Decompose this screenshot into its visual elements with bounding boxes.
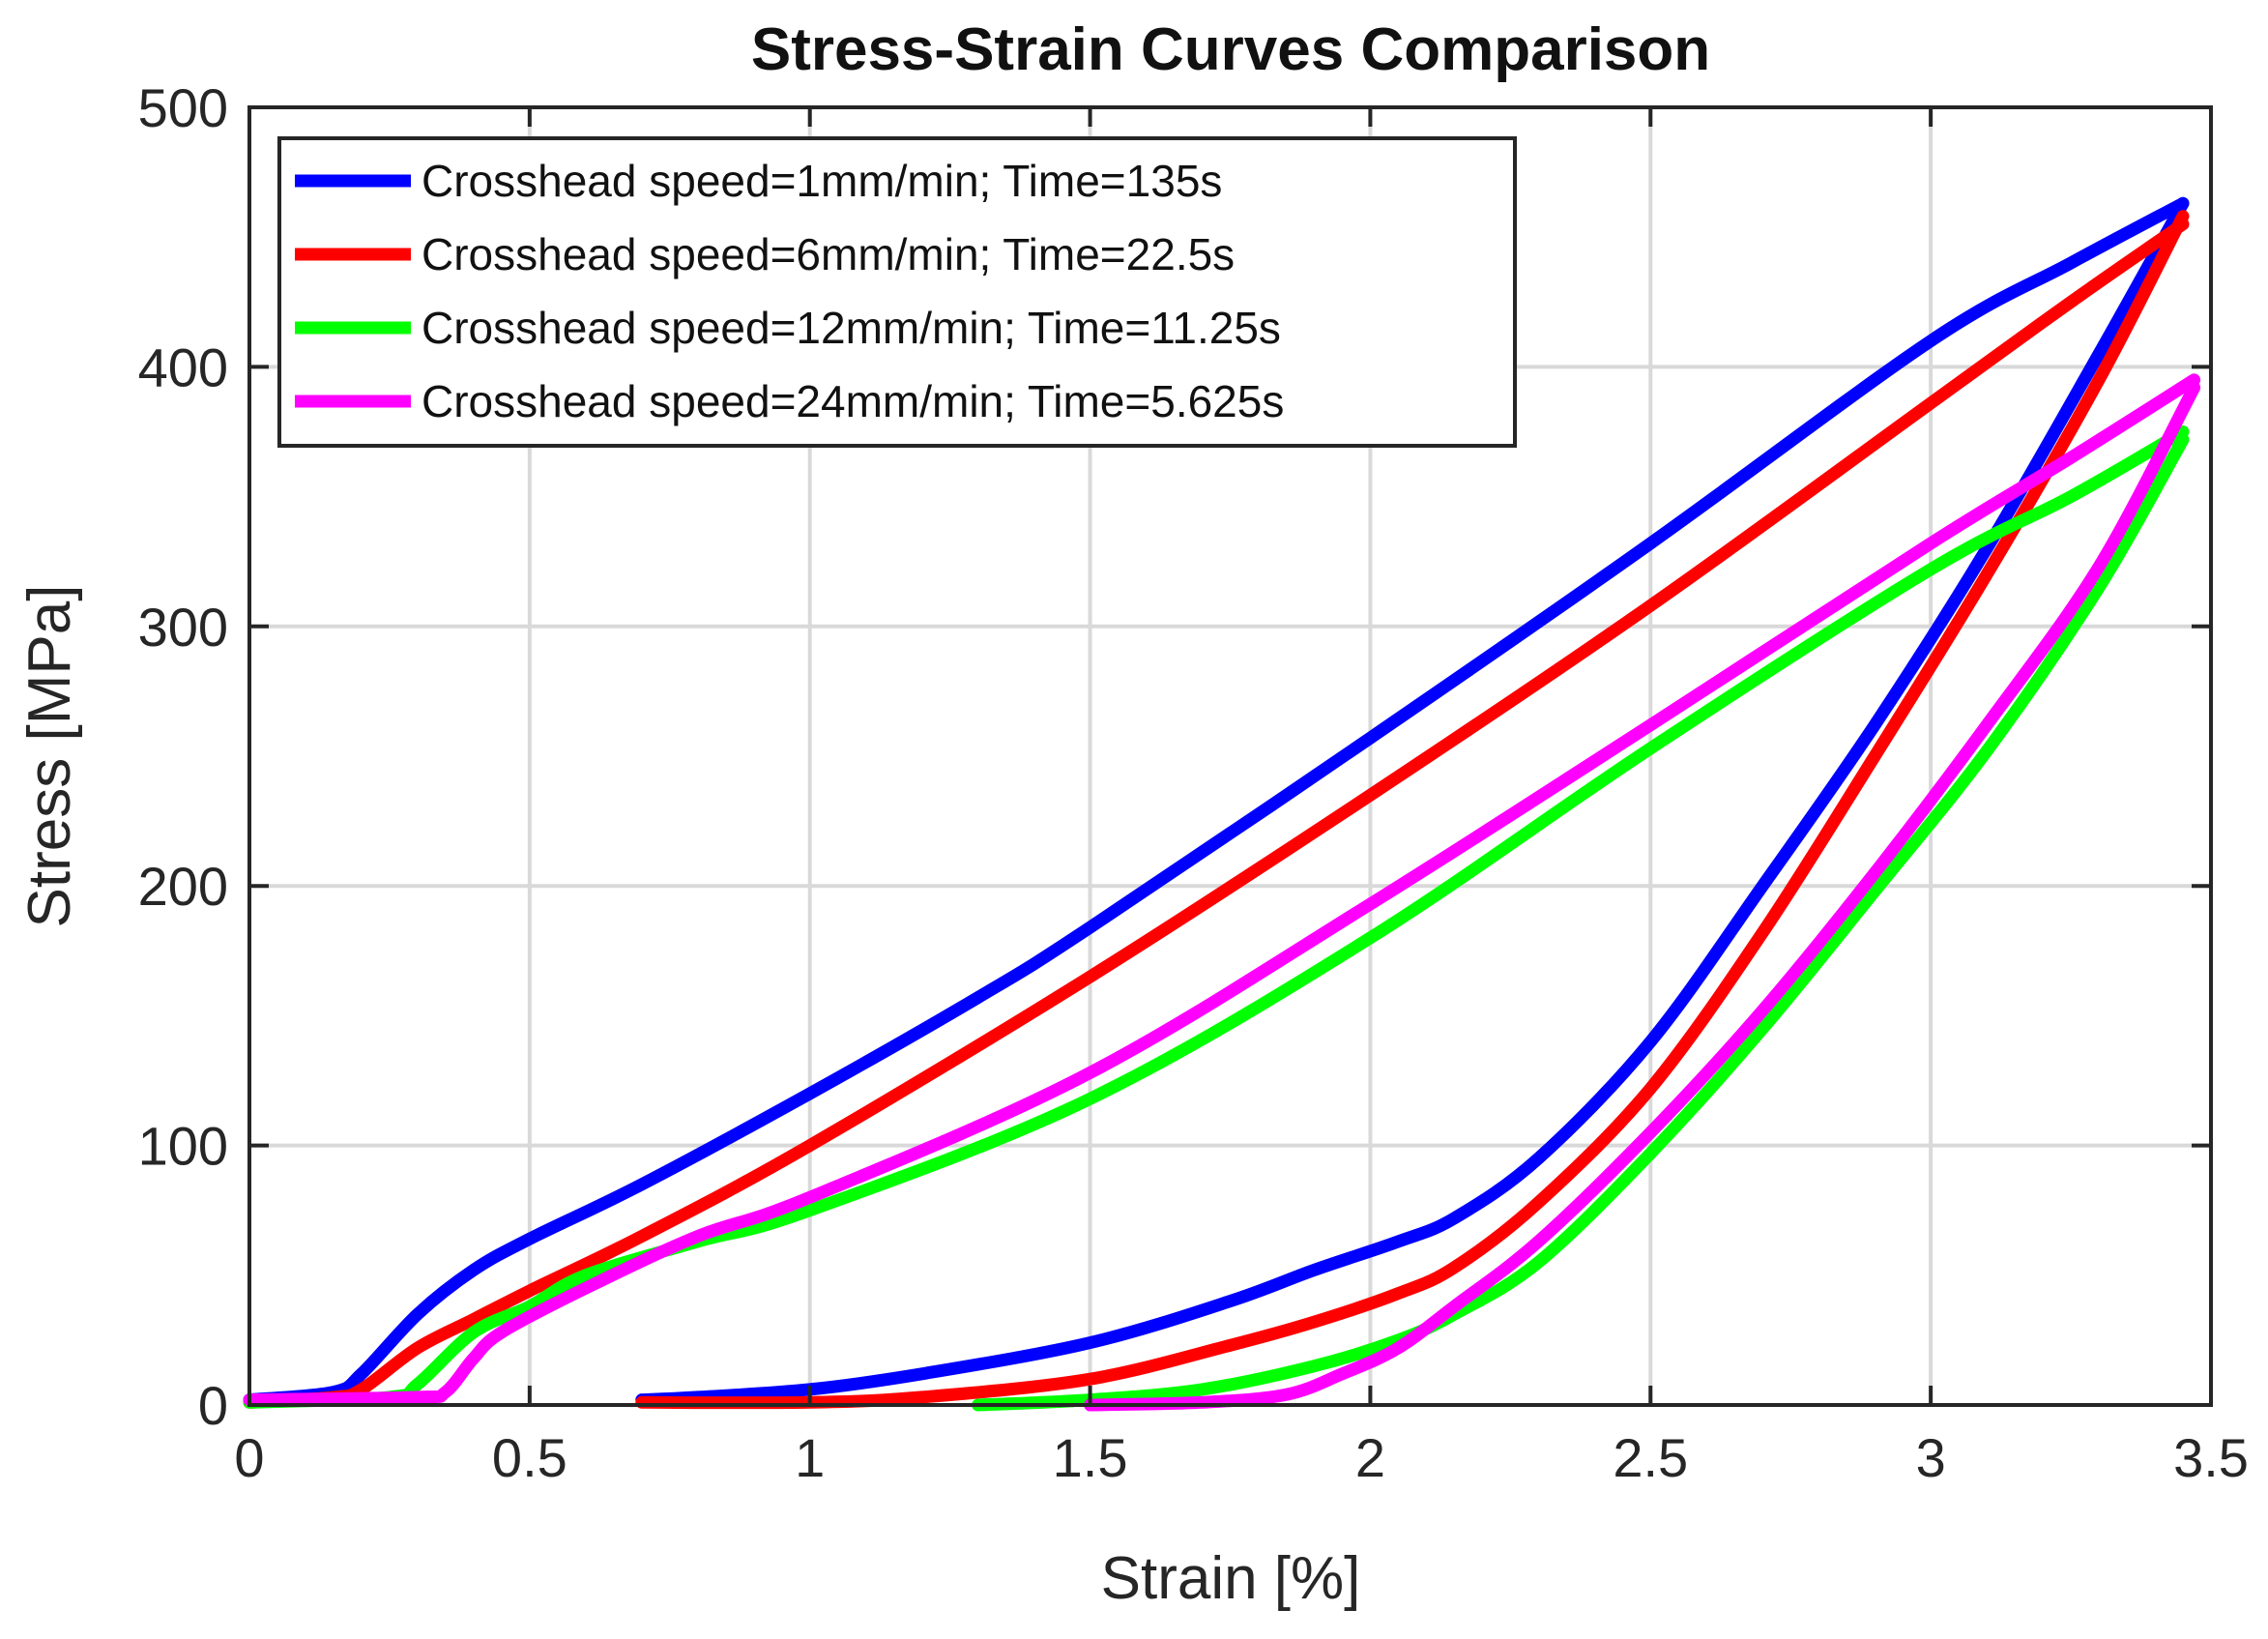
x-tick-label: 2.5 <box>1613 1427 1688 1488</box>
series-3 <box>243 425 2190 1412</box>
legend-label-4: Crosshead speed=24mm/min; Time=5.625s <box>422 376 1284 426</box>
y-axis-label: Stress [MPa] <box>16 585 83 928</box>
series-4 <box>243 373 2201 1412</box>
series-2 <box>243 210 2190 1410</box>
legend-label-3: Crosshead speed=12mm/min; Time=11.25s <box>422 303 1281 353</box>
series-1-unloading-curve <box>635 196 2190 1407</box>
x-tick-label: 2 <box>1355 1427 1385 1488</box>
series-1 <box>243 196 2190 1407</box>
y-tick-label: 200 <box>138 856 228 917</box>
y-tick-label: 100 <box>138 1116 228 1177</box>
series-4-loading-curve <box>243 373 2201 1407</box>
series-4-unloading-curve <box>1084 381 2201 1412</box>
series-3-unloading-curve <box>972 433 2190 1412</box>
x-tick-label: 3 <box>1916 1427 1946 1488</box>
y-tick-label: 500 <box>138 77 228 138</box>
x-axis-label: Strain [%] <box>1101 1545 1361 1612</box>
legend: Crosshead speed=1mm/min; Time=135s Crossh… <box>277 136 1517 448</box>
x-tick-label: 0.5 <box>492 1427 567 1488</box>
plot-frame <box>247 105 2213 1407</box>
y-tick-label: 400 <box>138 337 228 397</box>
legend-entries: Crosshead speed=1mm/min; Time=135s Crossh… <box>295 156 1284 426</box>
y-tick-label: 300 <box>138 597 228 658</box>
series-3-loading-curve <box>243 425 2190 1409</box>
series-2-unloading-curve <box>635 210 2190 1410</box>
y-tick-label: 0 <box>198 1375 228 1436</box>
series-layer <box>243 196 2201 1412</box>
series-1-loading-curve <box>243 196 2190 1407</box>
x-tick-label: 1 <box>795 1427 825 1488</box>
x-tick-label: 1.5 <box>1053 1427 1128 1488</box>
legend-label-2: Crosshead speed=6mm/min; Time=22.5s <box>422 229 1235 279</box>
axis-ticks: 0 0.5 1 1.5 2 2.5 3 3.5 0 100 200 300 400 500 <box>138 77 2249 1488</box>
chart-title: Stress-Strain Curves Comparison <box>751 16 1710 83</box>
x-tick-label: 3.5 <box>2173 1427 2249 1488</box>
legend-label-1: Crosshead speed=1mm/min; Time=135s <box>422 156 1222 206</box>
series-2-loading-curve <box>243 218 2190 1409</box>
legend-box <box>277 136 1517 448</box>
x-tick-label: 0 <box>234 1427 264 1488</box>
